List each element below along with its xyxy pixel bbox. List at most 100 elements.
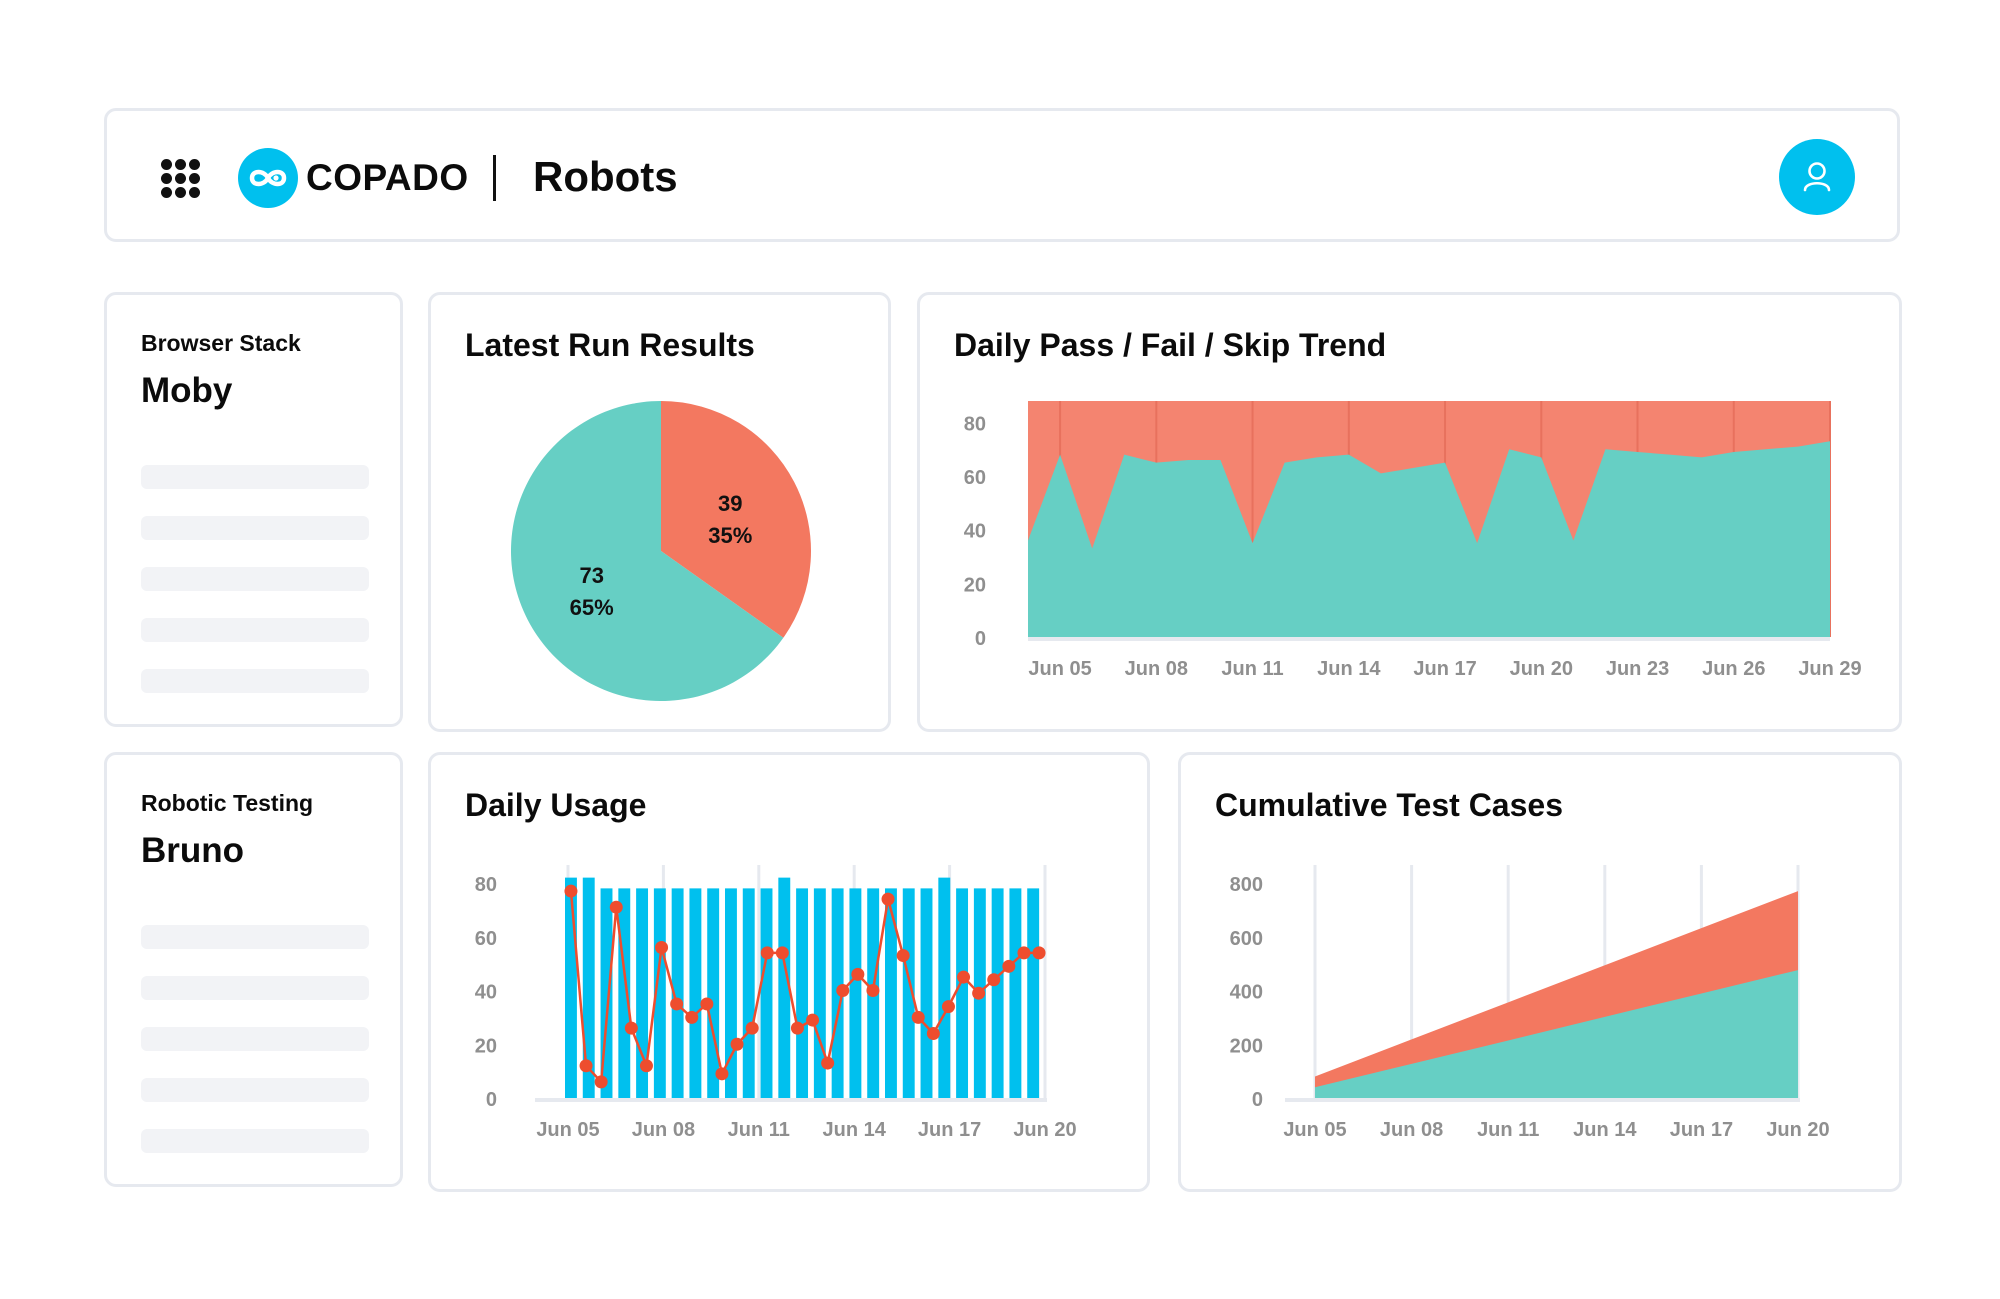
brand-name[interactable]: COPADO (306, 157, 469, 198)
app-header: COPADO Robots (104, 108, 1900, 242)
usage-point[interactable] (685, 1010, 699, 1024)
x-tick-label: Jun 20 (1510, 658, 1573, 680)
usage-point[interactable] (579, 1059, 593, 1073)
pie-slice-pass[interactable] (511, 401, 784, 701)
usage-point[interactable] (866, 984, 880, 997)
trend-area-chart[interactable]: 0 20 40 60 80 Jun 05 Jun 08 Jun 11 Jun 14 Jun 17 J… (920, 295, 1905, 735)
usage-point[interactable] (564, 884, 578, 898)
usage-bar[interactable] (725, 888, 737, 1098)
x-tick-label: Jun 11 (728, 1119, 790, 1141)
x-tick-label: Jun 08 (1125, 658, 1188, 680)
usage-bar[interactable] (920, 888, 933, 1098)
usage-point[interactable] (775, 946, 789, 960)
user-icon (1803, 162, 1831, 192)
y-tick-label: 60 (475, 928, 497, 950)
y-tick-label: 0 (975, 628, 986, 650)
usage-bar[interactable] (671, 888, 684, 1098)
usage-bar[interactable] (707, 888, 720, 1098)
usage-point[interactable] (987, 973, 1001, 987)
x-tick-label: Jun 11 (1477, 1119, 1539, 1141)
usage-point[interactable] (730, 1037, 744, 1051)
usage-bar[interactable] (902, 888, 915, 1098)
usage-point[interactable] (926, 1027, 940, 1040)
usage-bar[interactable] (1009, 888, 1022, 1098)
usage-point[interactable] (851, 967, 865, 981)
cumulative-test-cases-card: Cumulative Test Cases 0 200 400 600 800 Jun 0… (1178, 752, 1902, 1192)
usage-bar[interactable] (689, 888, 702, 1098)
usage-point[interactable] (609, 900, 623, 914)
usage-bar[interactable] (885, 888, 897, 1098)
robotic-testing-card[interactable]: Robotic Testing Bruno (104, 752, 403, 1187)
skeleton-row (141, 1027, 369, 1051)
usage-point[interactable] (655, 941, 669, 954)
usage-point[interactable] (1017, 946, 1031, 960)
usage-point[interactable] (760, 946, 774, 960)
usage-bar[interactable] (618, 888, 631, 1098)
user-avatar-button[interactable] (1779, 139, 1855, 215)
usage-point[interactable] (745, 1021, 759, 1035)
usage-point[interactable] (624, 1021, 638, 1035)
usage-bar[interactable] (1027, 888, 1040, 1098)
copado-logo-icon[interactable] (238, 148, 298, 208)
x-tick-label: Jun 08 (632, 1119, 695, 1141)
daily-usage-card: Daily Usage 0 20 40 60 80 Jun 05 Jun 08 Jun 11 J… (428, 752, 1150, 1192)
card-value: Moby (141, 371, 233, 410)
pie-percent-label: 35% (708, 523, 752, 548)
usage-bar[interactable] (813, 888, 826, 1098)
usage-point[interactable] (957, 970, 971, 984)
pie-slice-fail[interactable] (661, 401, 812, 638)
usage-point[interactable] (972, 986, 986, 1000)
x-tick-label: Jun 05 (1028, 658, 1091, 680)
browser-stack-card[interactable]: Browser Stack Moby (104, 292, 403, 727)
usage-bar[interactable] (778, 877, 791, 1098)
skeleton-row (141, 925, 369, 949)
x-tick-label: Jun 17 (918, 1119, 981, 1141)
x-tick-label: Jun 14 (1317, 658, 1381, 680)
usage-point[interactable] (881, 892, 895, 906)
usage-bar[interactable] (849, 888, 862, 1098)
x-tick-label: Jun 17 (1413, 658, 1476, 680)
apps-grid-icon[interactable] (161, 159, 201, 199)
usage-bar[interactable] (600, 888, 613, 1098)
usage-bar[interactable] (991, 888, 1004, 1098)
usage-bar-line-chart[interactable]: 0 20 40 60 80 Jun 05 Jun 08 Jun 11 Jun 14 Jun 17 J… (431, 755, 1153, 1195)
y-tick-label: 600 (1230, 928, 1263, 950)
usage-bar[interactable] (956, 888, 969, 1098)
usage-bar[interactable] (653, 888, 666, 1098)
usage-point[interactable] (700, 997, 714, 1011)
x-tick-label: Jun 05 (1283, 1119, 1346, 1141)
usage-bar[interactable] (565, 877, 577, 1098)
usage-point[interactable] (836, 984, 850, 997)
usage-bar[interactable] (636, 888, 649, 1098)
x-tick-label: Jun 14 (1573, 1119, 1637, 1141)
usage-point[interactable] (1002, 959, 1016, 973)
usage-point[interactable] (715, 1067, 729, 1081)
page-title: Robots (533, 153, 678, 200)
usage-point[interactable] (821, 1056, 835, 1070)
y-tick-label: 60 (964, 467, 986, 489)
usage-point[interactable] (896, 949, 910, 963)
cumulative-pass-area[interactable] (1315, 970, 1798, 1098)
skeleton-row (141, 1078, 369, 1102)
skeleton-row (141, 618, 369, 642)
cumulative-area-chart[interactable]: 0 200 400 600 800 Jun 05 Jun 08 Jun 11 Jun 14 Jun… (1181, 755, 1905, 1195)
usage-point[interactable] (941, 1000, 955, 1014)
pass-area[interactable] (1028, 441, 1830, 637)
usage-point[interactable] (1032, 946, 1046, 960)
usage-bar[interactable] (760, 888, 773, 1098)
usage-point[interactable] (806, 1013, 820, 1027)
x-tick-label: Jun 29 (1798, 658, 1861, 680)
card-title: Latest Run Results (465, 327, 755, 363)
usage-point[interactable] (670, 997, 684, 1011)
usage-bar[interactable] (796, 888, 809, 1098)
usage-point[interactable] (790, 1021, 804, 1035)
pie-chart[interactable]: 39 35% 73 65% (431, 295, 894, 735)
usage-bar[interactable] (938, 877, 951, 1098)
card-title: Cumulative Test Cases (1215, 787, 1563, 823)
usage-bar[interactable] (582, 877, 595, 1098)
skeleton-row (141, 976, 369, 1000)
usage-bar[interactable] (742, 888, 755, 1098)
usage-point[interactable] (911, 1010, 925, 1024)
usage-point[interactable] (594, 1075, 608, 1089)
usage-point[interactable] (639, 1059, 653, 1073)
